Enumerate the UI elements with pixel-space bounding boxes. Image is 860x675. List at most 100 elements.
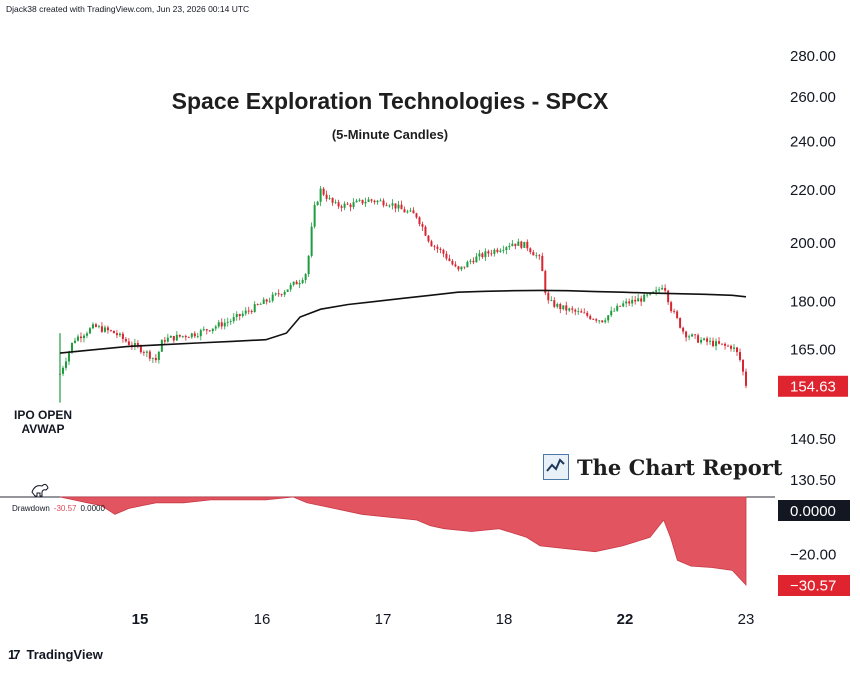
candle-body: [562, 305, 565, 310]
candle-body: [457, 266, 460, 270]
candle-body: [661, 287, 664, 290]
candle-body: [550, 300, 553, 301]
candle-body: [301, 280, 304, 283]
candle-body: [307, 255, 310, 275]
candle-body: [73, 340, 76, 343]
candle-body: [439, 248, 442, 250]
candle-body: [139, 345, 142, 353]
candle-body: [658, 289, 661, 291]
candle-body: [682, 327, 685, 332]
candle-body: [589, 315, 592, 319]
candle-body: [724, 343, 727, 346]
candle-body: [382, 200, 385, 206]
candle-body: [235, 314, 238, 318]
candle-body: [325, 194, 328, 199]
candle-body: [619, 305, 622, 307]
candle-body: [367, 199, 370, 202]
candle-body: [118, 333, 121, 336]
tradingview-logo-icon: 17: [8, 647, 21, 662]
candle-body: [424, 226, 427, 236]
price-tick-label: 140.50: [790, 431, 836, 448]
candle-body: [553, 300, 556, 307]
candle-body: [151, 357, 154, 359]
candle-body: [532, 252, 535, 256]
last-price-label: 154.63: [790, 378, 836, 395]
x-tick-label: 18: [496, 611, 513, 628]
candle-body: [160, 340, 163, 352]
candle-body: [463, 266, 466, 268]
candle-body: [136, 342, 139, 346]
candle-body: [220, 322, 223, 327]
candle-body: [304, 274, 307, 281]
candle-body: [262, 299, 265, 304]
candle-body: [526, 241, 529, 249]
candle-body: [97, 326, 100, 328]
candle-body: [190, 333, 193, 338]
candle-body: [370, 199, 373, 201]
candle-body: [331, 197, 334, 203]
candle-body: [742, 359, 745, 372]
candle-body: [364, 201, 367, 204]
drawdown-area: [59, 496, 747, 587]
candle-body: [625, 301, 628, 304]
candle-body: [238, 314, 241, 317]
candle-body: [226, 321, 229, 323]
candle-body: [286, 289, 289, 292]
candle-body: [337, 202, 340, 207]
candle-body: [496, 249, 499, 252]
candle-body: [169, 335, 172, 338]
drawdown-last-badge: [778, 575, 850, 597]
price-tick-label: 240.00: [790, 134, 836, 151]
candle-body: [157, 351, 160, 361]
candle-body: [352, 202, 355, 208]
candle-body: [451, 260, 454, 265]
drawdown-legend[interactable]: Drawdown -30.57 0.0000: [12, 504, 105, 513]
candle-body: [511, 243, 514, 246]
candle-body: [103, 327, 106, 332]
candle-body: [679, 317, 682, 328]
candle-body: [379, 200, 382, 202]
candle-body: [184, 335, 187, 338]
candle-body: [475, 256, 478, 263]
candle-body: [556, 304, 559, 307]
candle-body: [340, 206, 343, 208]
tradingview-logo[interactable]: 17 TradingView: [8, 647, 103, 662]
candle-body: [637, 298, 640, 302]
price-tick-label: 220.00: [790, 182, 836, 199]
candle-body: [688, 336, 691, 338]
candle-body: [601, 320, 604, 323]
candle-body: [328, 197, 331, 199]
candle-body: [490, 253, 493, 255]
candle-body: [88, 328, 91, 334]
candle-body: [334, 202, 337, 204]
candle-body: [145, 351, 148, 353]
candle-body: [517, 241, 520, 246]
candle-body: [106, 327, 109, 331]
candle-body: [76, 336, 79, 341]
candle-body: [580, 311, 583, 313]
annotation-line-2: AVWAP: [21, 422, 65, 436]
price-tick-label: 130.50: [790, 472, 836, 489]
candle-body: [631, 299, 634, 304]
candle-body: [604, 320, 607, 323]
candle-body: [133, 342, 136, 347]
avwap-line: [59, 289, 747, 354]
candle-body: [523, 241, 526, 248]
candle-body: [529, 248, 532, 253]
candle-body: [406, 211, 409, 213]
candle-body: [745, 371, 747, 386]
candle-body: [127, 341, 130, 345]
candle-body: [385, 205, 388, 207]
candle-body: [112, 330, 115, 334]
candle-body: [718, 341, 721, 344]
candle-body: [373, 200, 376, 203]
candle-body: [193, 333, 196, 337]
candle-body: [241, 313, 244, 317]
candle-body: [61, 367, 64, 374]
candle-body: [652, 291, 655, 293]
chart-report-logo-icon: [543, 454, 569, 480]
candle-body: [535, 255, 538, 257]
candle-body: [70, 342, 73, 352]
